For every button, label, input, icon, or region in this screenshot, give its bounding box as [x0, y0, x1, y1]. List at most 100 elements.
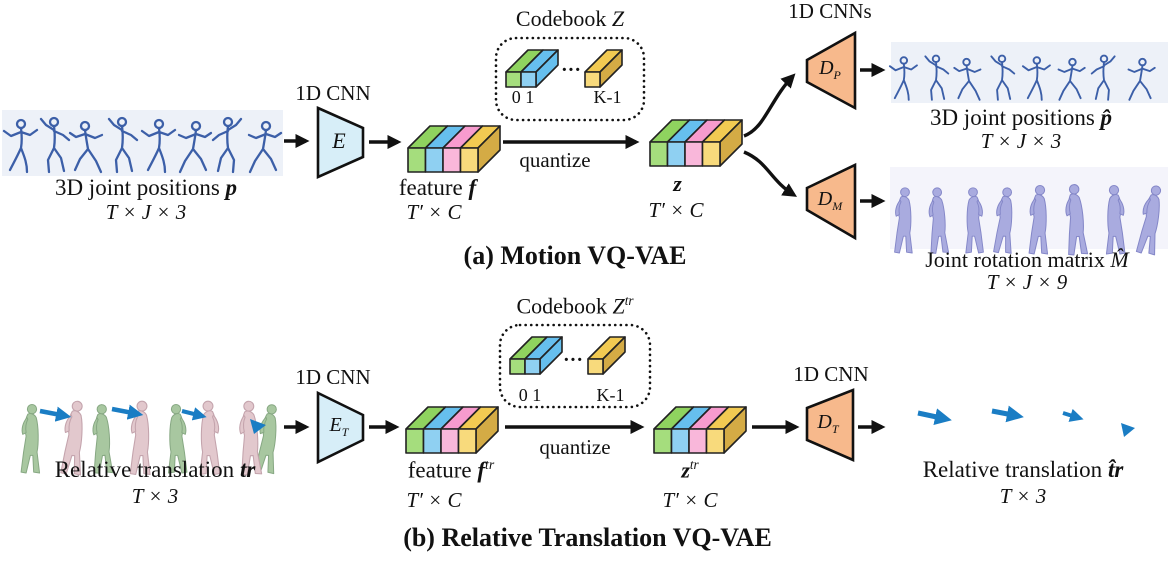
- label-sub: M: [832, 199, 843, 213]
- feature-tr-label: feature ftr: [372, 457, 530, 483]
- label-sub: P: [833, 68, 841, 82]
- math-symbol-Ztr: Z: [612, 293, 625, 319]
- translation-arrow: [39, 406, 72, 422]
- decoders-cnn-label: 1D CNNs: [788, 0, 872, 23]
- translation-arrow: [991, 405, 1024, 423]
- label-text: feature: [398, 175, 469, 200]
- math-symbol-f: f: [468, 175, 477, 200]
- decoder-dp-label: DP: [808, 58, 852, 82]
- label-text: Relative translation: [922, 457, 1108, 482]
- codebook-index-end: K-1: [596, 385, 625, 405]
- label-text: Joint rotation matrix: [925, 247, 1111, 272]
- math-symbol-Z: Z: [611, 6, 625, 31]
- math-symbol-trhat: t̂r: [1107, 457, 1124, 482]
- z-tr-dims: T′ × C: [662, 488, 718, 512]
- label-sup: tr: [485, 457, 495, 472]
- z-label: z: [673, 171, 682, 196]
- output-translation-dims: T × 3: [999, 484, 1047, 508]
- label-text: 3D joint positions: [54, 175, 226, 200]
- label-text: Relative translation: [54, 457, 240, 482]
- decoder-dm-shape: [805, 162, 857, 241]
- codebook-index-end: K-1: [593, 87, 622, 107]
- label-text: E: [329, 414, 342, 436]
- label-text: feature: [407, 457, 478, 483]
- label-text: 3D joint positions: [929, 105, 1101, 130]
- feature-label: feature f: [370, 175, 505, 200]
- arrow-z-to-dp: [743, 73, 796, 138]
- arrow-z-to-dm: [743, 150, 798, 197]
- label-sup: tr: [624, 293, 634, 308]
- feature-tr-tensor-block: [405, 406, 499, 454]
- z-tensor-block: [649, 119, 743, 167]
- decoder-cnn-label: 1D CNN: [793, 362, 869, 386]
- translation-arrow: [111, 404, 144, 420]
- caption-panel-b: (b) Relative Translation VQ-VAE: [403, 523, 772, 552]
- codebook-title: Codebook Z: [470, 7, 670, 30]
- input-positions-dims: T × J × 3: [105, 200, 187, 224]
- feature-dims: T′ × C: [406, 200, 462, 224]
- codebook-dots: ···: [562, 349, 583, 371]
- math-symbol-Mhat: M̂: [1110, 247, 1129, 272]
- input-translation-label: Relative translation tr: [10, 457, 300, 482]
- translation-arrow: [917, 408, 952, 425]
- input-translation-dims: T × 3: [131, 484, 179, 508]
- codebook-entry-01: [505, 49, 559, 88]
- label-text: Codebook: [515, 6, 612, 31]
- math-symbol-phat: p̂: [1100, 105, 1113, 130]
- math-symbol-ftr: f: [477, 457, 486, 483]
- encoder-et-label: ET: [315, 415, 363, 439]
- flow-arrows-a: [284, 62, 886, 209]
- encoder-e-label: E: [332, 128, 346, 153]
- translation-arrowhead: [250, 419, 266, 434]
- z-dims: T′ × C: [648, 198, 704, 222]
- z-tr-label: ztr: [650, 457, 730, 483]
- quantize-label: quantize: [519, 148, 591, 172]
- label-text: D: [817, 411, 832, 433]
- label-text: D: [819, 57, 834, 79]
- output-translation-arrows: [917, 405, 1084, 425]
- output-rotations-dims: T × J × 9: [986, 270, 1068, 294]
- output-rotations-label: Joint rotation matrix M̂: [888, 248, 1166, 271]
- output-positions-dims: T × J × 3: [980, 129, 1062, 153]
- math-symbol-p: p: [225, 175, 238, 200]
- encoder-cnn-label: 1D CNN: [295, 365, 371, 389]
- label-sub: T: [831, 422, 839, 436]
- caption-panel-a: (a) Motion VQ-VAE: [463, 241, 687, 270]
- codebook-dots: ···: [560, 59, 581, 81]
- output-positions-label: 3D joint positions p̂: [890, 105, 1152, 130]
- encoder-et-shape: [316, 390, 365, 465]
- translation-arrow: [181, 407, 207, 421]
- output-translation-label: Relative translation t̂r: [885, 457, 1161, 482]
- label-sup: tr: [689, 457, 699, 472]
- rotation-mesh-strip: [890, 167, 1168, 256]
- input-motion-strip: [2, 110, 283, 176]
- decoder-dm-label: DM: [808, 189, 852, 213]
- label-sub: T: [341, 425, 349, 439]
- output-motion-strip: [888, 42, 1168, 103]
- encoder-e-shape: [316, 105, 365, 180]
- z-tr-tensor-block: [653, 406, 747, 454]
- label-text: D: [817, 188, 833, 210]
- feature-tensor-block: [407, 125, 501, 173]
- codebook-entry-k: [584, 49, 623, 88]
- codebook-tr-title: Codebook Ztr: [465, 293, 685, 319]
- translation-arrow: [1062, 408, 1084, 422]
- codebook-index-start: 0 1: [518, 385, 542, 405]
- codebook-entry-01: [509, 336, 563, 375]
- codebook-box: [498, 323, 652, 409]
- translation-arrowhead: [1121, 423, 1135, 437]
- codebook-entry-k: [587, 336, 626, 375]
- input-positions-label: 3D joint positions p: [6, 175, 286, 200]
- label-text: Codebook: [516, 293, 613, 319]
- math-symbol-tr: tr: [239, 457, 256, 482]
- encoder-cnn-label: 1D CNN: [295, 81, 371, 105]
- math-symbol-ztr: z: [681, 457, 690, 483]
- codebook-index-start: 0 1: [511, 87, 535, 107]
- decoder-dt-shape: [805, 388, 855, 462]
- quantize-label: quantize: [539, 435, 611, 459]
- decoder-dt-label: DT: [806, 412, 850, 436]
- input-translation-pairs: [20, 399, 281, 476]
- decoder-dp-shape: [805, 30, 857, 111]
